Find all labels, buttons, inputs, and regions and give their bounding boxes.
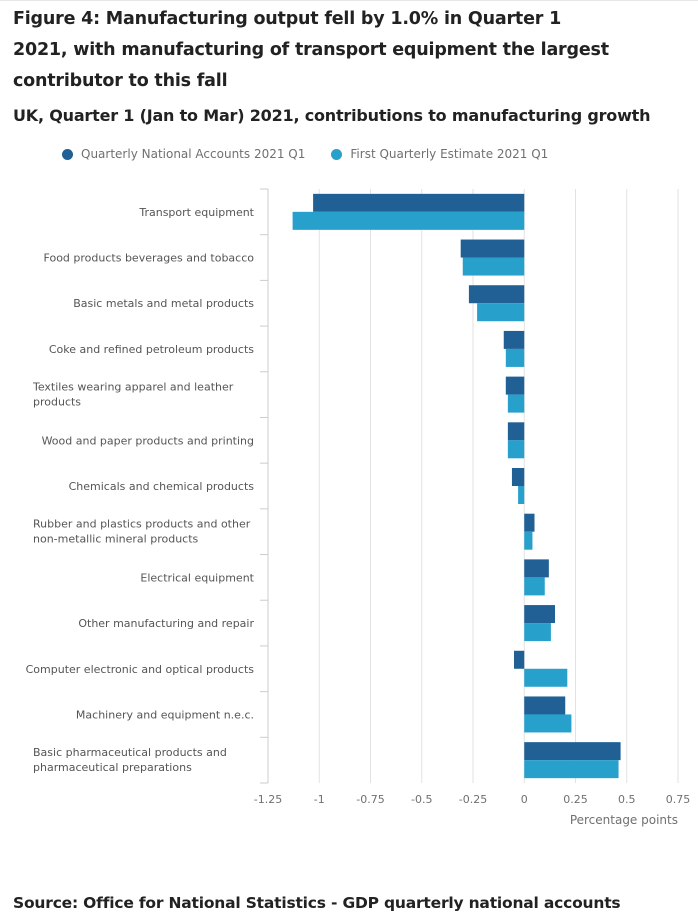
bar-qna (460, 239, 525, 258)
x-axis-title: Percentage points (570, 813, 678, 827)
bar-fqe (518, 486, 525, 504)
x-tick-label: 0.25 (563, 793, 588, 806)
x-tick-label: -0.75 (356, 793, 384, 806)
x-tick-label: -1.25 (254, 793, 282, 806)
x-tick-label: -0.5 (411, 793, 432, 806)
category-label: products (33, 396, 81, 409)
legend-dot-qna-icon (62, 148, 73, 160)
bar-qna (524, 742, 621, 761)
bar-qna (313, 193, 525, 212)
x-tick-label: 0.5 (618, 793, 636, 806)
y-axis (260, 188, 269, 784)
category-label: Electrical equipment (140, 571, 254, 584)
bar-qna (507, 422, 525, 441)
x-tick-label: 0.75 (666, 793, 691, 806)
category-label: Transport equipment (138, 206, 254, 219)
x-tick-label: -1 (314, 793, 325, 806)
top-divider (0, 0, 698, 1)
bar-fqe (505, 348, 525, 367)
figure-title: Figure 4: Manufacturing output fell by 1… (13, 9, 609, 91)
category-label: pharmaceutical preparations (33, 761, 192, 774)
gridlines (318, 189, 679, 783)
bar-fqe (524, 760, 619, 779)
bars (292, 193, 621, 779)
category-label: Computer electronic and optical products (26, 663, 255, 676)
legend-dot-fqe-icon (331, 148, 343, 160)
bar-fqe (507, 440, 525, 459)
legend-item-fqe[interactable]: First Quarterly Estimate 2021 Q1 (331, 147, 548, 161)
x-tick-label: -0.25 (459, 793, 487, 806)
category-label: Coke and refined petroleum products (49, 343, 254, 356)
bar-qna (524, 696, 566, 715)
legend-item-qna[interactable]: Quarterly National Accounts 2021 Q1 (62, 147, 305, 161)
source-note: Source: Office for National Statistics -… (13, 894, 621, 912)
category-labels: Transport equipment Food products beverag… (26, 206, 255, 774)
bar-fqe (524, 577, 545, 596)
category-label: Basic metals and metal products (73, 297, 254, 310)
legend-label-qna: Quarterly National Accounts 2021 Q1 (81, 147, 306, 161)
bar-qna (524, 605, 555, 624)
bar-fqe (462, 257, 525, 276)
bar-fqe (507, 394, 525, 413)
bar-fqe (524, 668, 568, 687)
category-label: Food products beverages and tobacco (44, 252, 255, 265)
category-label: non-metallic mineral products (33, 533, 199, 546)
bar-fqe (524, 623, 551, 642)
category-label: Other manufacturing and repair (78, 617, 254, 630)
bar-fqe (524, 714, 572, 733)
category-label: Basic pharmaceutical products and (33, 746, 227, 759)
bar-qna (468, 285, 525, 304)
bar-qna (524, 559, 549, 578)
bar-qna (503, 330, 525, 349)
bar-qna (514, 650, 525, 669)
category-label: Machinery and equipment n.e.c. (76, 708, 254, 721)
bar-qna (524, 513, 535, 532)
bar-qna (511, 468, 525, 486)
bar-fqe (524, 531, 533, 550)
bar-fqe (292, 211, 525, 230)
legend-label-fqe: First Quarterly Estimate 2021 Q1 (350, 147, 549, 161)
bar-qna (505, 376, 525, 395)
category-label: Rubber and plastics products and other (33, 518, 251, 531)
x-tick-label: 0 (521, 793, 528, 806)
figure-subtitle: UK, Quarter 1 (Jan to Mar) 2021, contrib… (13, 106, 651, 125)
x-tick-labels: -1.25 -1 -0.75 -0.5 -0.25 0 0.25 0.5 0.75 (254, 793, 690, 806)
category-label: Wood and paper products and printing (42, 434, 254, 447)
category-label: Textiles wearing apparel and leather (32, 381, 234, 394)
category-label: Chemicals and chemical products (69, 480, 255, 493)
bar-fqe (477, 303, 525, 322)
chart-legend: Quarterly National Accounts 2021 Q1 Firs… (62, 147, 548, 161)
